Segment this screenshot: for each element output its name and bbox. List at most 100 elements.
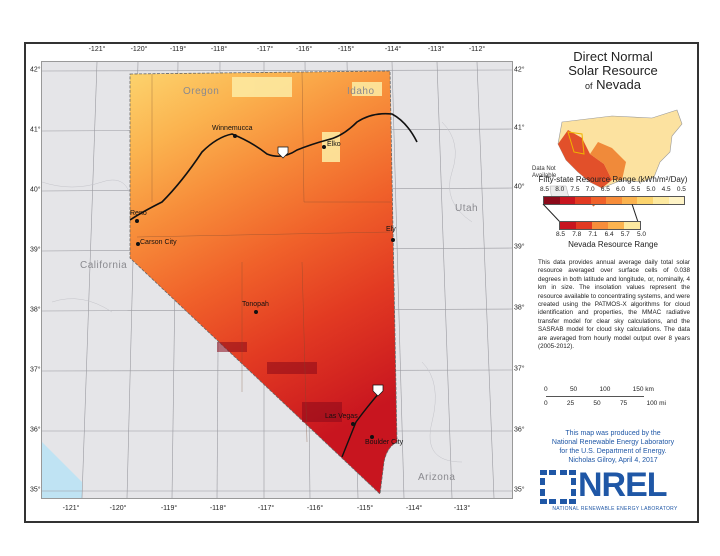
- scale-label: 100: [599, 386, 611, 393]
- legend-value: 5.7: [620, 231, 630, 238]
- lon-tick-top: -117°: [256, 46, 274, 53]
- lon-tick-top: -118°: [210, 46, 228, 53]
- lon-tick-top: -113°: [427, 46, 445, 53]
- legend-value: 8.0: [555, 186, 565, 193]
- lon-tick-top: -116°: [295, 46, 313, 53]
- legend-value: 6.5: [600, 186, 610, 193]
- lat-tick-left: 39°: [30, 246, 41, 254]
- fifty-state-legend-values: 8.5 8.0 7.5 7.0 6.5 6.0 5.5 5.0 4.5 0.5: [540, 186, 686, 193]
- legend-connector-lines: [542, 204, 639, 223]
- lat-tick-left: 40°: [30, 186, 41, 194]
- state-label-utah: Utah: [455, 203, 479, 214]
- credit-line: National Renewable Energy Laboratory: [551, 439, 675, 446]
- state-label-arizona: Arizona: [418, 472, 456, 483]
- lat-tick-left: 35°: [30, 486, 41, 494]
- lat-tick-right: 36°: [514, 426, 525, 434]
- legend-value: 5.0: [636, 231, 646, 238]
- nevada-map-graphic: [42, 62, 512, 498]
- legend-value: 5.5: [631, 186, 641, 193]
- lon-tick-top: -120°: [130, 46, 148, 53]
- scale-bar: 0 50 100 150 km 0 25 50 75 100 mi: [544, 386, 684, 407]
- scale-label: 0: [544, 400, 548, 407]
- description-text: This data provides annual average daily …: [538, 259, 690, 351]
- title-line2: Solar Resource: [568, 63, 658, 78]
- legend-value: 7.1: [588, 231, 598, 238]
- scale-label: 50: [569, 386, 578, 393]
- legend-value: 8.5: [540, 186, 550, 193]
- scale-label: 100 mi: [646, 400, 666, 407]
- nrel-subtitle: NATIONAL RENEWABLE ENERGY LABORATORY: [552, 506, 678, 512]
- city-label-boulder-city: Boulder City: [365, 439, 404, 446]
- legend-value: 7.0: [585, 186, 595, 193]
- map-title: Direct Normal Solar Resource of Nevada: [530, 50, 696, 93]
- lon-tick-bottom: -113°: [453, 505, 471, 512]
- title-line1: Direct Normal: [573, 49, 653, 64]
- lon-tick-top: -112°: [468, 46, 486, 53]
- legend-value: 7.8: [572, 231, 582, 238]
- map-canvas[interactable]: [41, 61, 513, 499]
- state-label-idaho: Idaho: [347, 86, 375, 97]
- legend-value: 4.5: [661, 186, 671, 193]
- lon-tick-bottom: -114°: [405, 505, 423, 512]
- lon-tick-bottom: -119°: [160, 505, 178, 512]
- scale-label: 75: [619, 400, 628, 407]
- scale-label: 0: [544, 386, 548, 393]
- lon-tick-bottom: -116°: [306, 505, 324, 512]
- lat-tick-left: 36°: [30, 426, 41, 434]
- scale-label: 25: [566, 400, 575, 407]
- data-not-available-label: Data Not Available: [532, 166, 557, 179]
- lat-tick-left: 38°: [30, 306, 41, 314]
- legend-value: 6.0: [616, 186, 626, 193]
- lon-tick-bottom: -117°: [257, 505, 275, 512]
- city-label-elko: Elko: [327, 141, 341, 148]
- lon-tick-top: -121°: [88, 46, 106, 53]
- city-label-ely: Ely: [386, 226, 396, 233]
- legend-value: 8.5: [556, 231, 566, 238]
- city-label-reno: Reno: [130, 210, 147, 217]
- nrel-wordmark: NREL: [578, 466, 668, 504]
- lon-tick-bottom: -118°: [209, 505, 227, 512]
- credit-line: for the U.S. Department of Energy.: [559, 448, 667, 455]
- nrel-logo: NREL NATIONAL RENEWABLE ENERGY LABORATOR…: [540, 466, 690, 512]
- state-label-oregon: Oregon: [183, 86, 220, 97]
- nevada-legend-values: 8.5 7.8 7.1 6.4 5.7 5.0: [556, 231, 646, 238]
- lon-tick-top: -115°: [337, 46, 355, 53]
- city-label-las-vegas: Las Vegas: [325, 413, 358, 420]
- legend-panel: Direct Normal Solar Resource of Nevada D…: [530, 44, 696, 522]
- lon-tick-top: -114°: [384, 46, 402, 53]
- lon-tick-bottom: -121°: [62, 505, 80, 512]
- title-prefix: of: [585, 81, 593, 91]
- lat-tick-left: 37°: [30, 366, 41, 374]
- legend-value: 6.4: [604, 231, 614, 238]
- scale-mi-labels: 0 25 50 75 100 mi: [544, 400, 666, 407]
- lat-tick-right: 42°: [514, 66, 525, 74]
- lat-tick-right: 41°: [514, 124, 525, 132]
- city-label-winnemucca: Winnemucca: [212, 125, 253, 132]
- lat-tick-right: 38°: [514, 304, 525, 312]
- scale-label: 50: [593, 400, 601, 407]
- nevada-color-bar: [559, 221, 641, 230]
- lat-tick-left: 42°: [30, 66, 41, 74]
- lon-tick-bottom: -115°: [356, 505, 374, 512]
- scale-label: 150 km: [632, 386, 654, 393]
- scale-km-labels: 0 50 100 150 km: [544, 386, 654, 393]
- state-label-california: California: [80, 260, 128, 271]
- nevada-legend-title: Nevada Resource Range: [568, 240, 658, 249]
- legend-value: 5.0: [646, 186, 656, 193]
- legend-value: 0.5: [676, 186, 686, 193]
- city-label-carson-city: Carson City: [140, 239, 177, 246]
- fifty-state-color-bar: [543, 196, 685, 205]
- credit-line: Nicholas Gilroy, April 4, 2017: [568, 457, 658, 464]
- legend-value: 7.5: [570, 186, 580, 193]
- us-inset-map: [549, 109, 683, 207]
- lat-tick-left: 41°: [30, 126, 41, 134]
- lon-tick-bottom: -120°: [109, 505, 127, 512]
- credit-line: This map was produced by the: [565, 430, 661, 437]
- lat-tick-right: 35°: [514, 486, 525, 494]
- title-line3: Nevada: [596, 77, 641, 92]
- lon-tick-top: -119°: [169, 46, 187, 53]
- scale-line: [546, 396, 644, 397]
- lat-tick-right: 37°: [514, 365, 525, 373]
- lat-tick-right: 39°: [514, 243, 525, 251]
- lat-tick-right: 40°: [514, 183, 525, 191]
